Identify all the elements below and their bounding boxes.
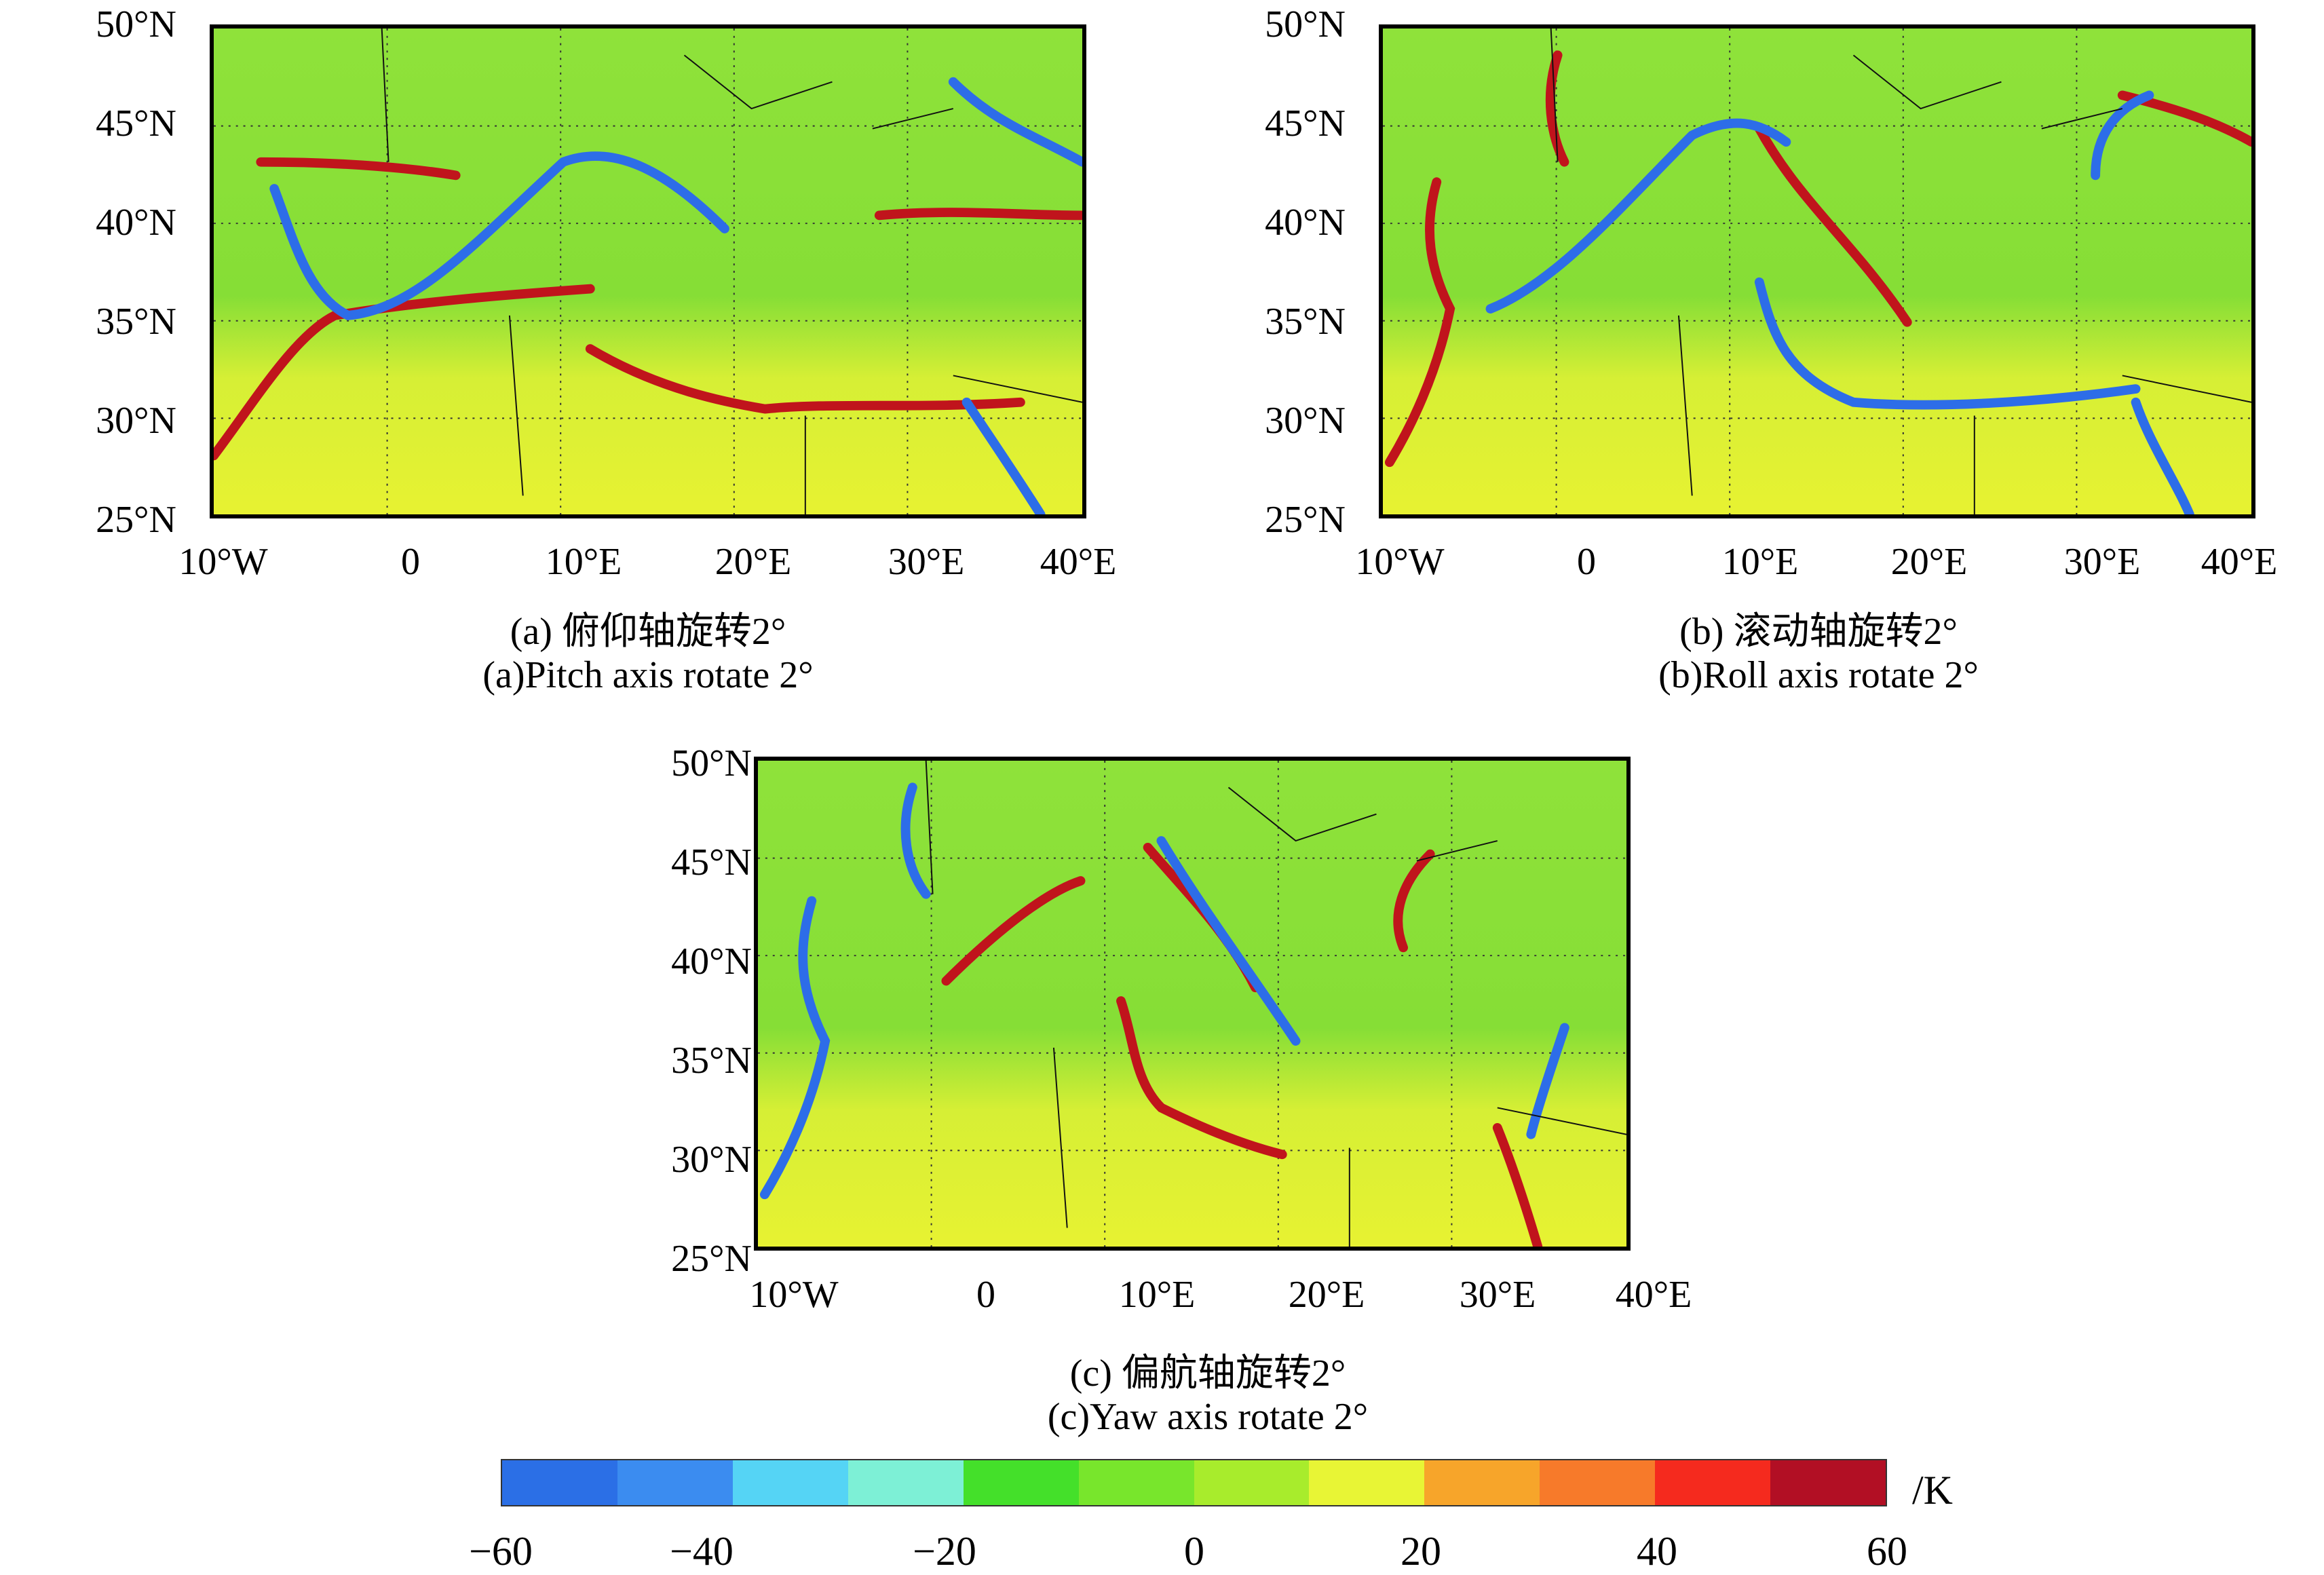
c-lon-30e: 30°E [1459,1274,1536,1316]
colorbar-seg-5 [963,1460,1079,1505]
caption-c-en: (c)Yaw axis rotate 2° [1047,1396,1369,1438]
b-lat-35: 35°N [1265,301,1346,343]
coast-hot-b2 [1545,50,1569,167]
c-lon-0: 0 [976,1274,995,1316]
b-lon-20e: 20°E [1890,541,1968,583]
colorbar-seg-10 [1540,1460,1656,1505]
coast-cold-a2 [948,77,1082,167]
gridlines-c [758,761,1626,1247]
caption-c-cn: (c) 偏航轴旋转2° [1069,1352,1346,1394]
c-lat-30: 30°N [671,1139,752,1181]
colorbar-tick-neg40: −40 [670,1529,734,1574]
coast-hot-b3 [1754,124,1912,327]
colorbar-tick-0: 0 [1184,1529,1204,1574]
a-lon-10w: 10°W [178,541,268,583]
colorbar-seg-9 [1424,1460,1540,1505]
c-lat-45: 45°N [671,841,752,884]
map-svg-b [1383,29,2251,514]
a-lon-20e: 20°E [715,541,792,583]
caption-a-en: (a)Pitch axis rotate 2° [482,654,814,696]
coast-cold-c3 [1156,836,1301,1046]
coast-hot-c5 [1492,1123,1543,1247]
c-lon-40e: 40°E [1615,1274,1692,1316]
a-lat-40: 40°N [96,202,176,244]
colorbar-seg-8 [1309,1460,1425,1505]
a-lon-40e: 40°E [1040,541,1117,583]
coast-hot-b1 [1384,177,1455,468]
colorbar [501,1459,1887,1506]
borders-c [925,761,1626,1247]
caption-a-cn: (a) 俯仰轴旋转2° [510,611,786,653]
a-lat-30: 30°N [96,400,176,442]
colorbar-seg-6 [1078,1460,1194,1505]
coast-hot-a4 [874,208,1082,221]
a-lon-0: 0 [401,541,420,583]
colorbar-seg-12 [1770,1460,1886,1505]
map-panel-b [1379,24,2255,518]
colorbar-seg-11 [1655,1460,1771,1505]
a-lat-35: 35°N [96,301,176,343]
coast-cold-c1 [759,896,831,1200]
colorbar-unit: /K [1912,1468,1953,1513]
b-lat-40: 40°N [1265,202,1346,244]
colorbar-tick-40: 40 [1637,1529,1677,1574]
caption-b-cn: (b) 滚动轴旋转2° [1679,611,1958,653]
c-lat-50: 50°N [671,742,752,784]
colorbar-seg-2 [617,1460,733,1505]
coast-hot-c3 [1116,996,1287,1160]
caption-b-en: (b)Roll axis rotate 2° [1658,654,1979,696]
colorbar-seg-1 [502,1460,617,1505]
coast-cold-a3 [961,397,1046,514]
b-lon-10w: 10°W [1355,541,1445,583]
coast-hot-c1 [941,876,1086,986]
coast-cold-b4 [2131,397,2194,514]
a-lat-50: 50°N [96,3,176,45]
gridlines-a [214,29,1082,514]
colorbar-tick-neg60: −60 [469,1529,533,1574]
coast-hot-a1 [256,157,461,181]
b-lat-25: 25°N [1265,499,1346,541]
b-lon-40e: 40°E [2201,541,2278,583]
coast-hot-a2 [214,284,595,461]
map-panel-a [210,24,1086,518]
c-lon-10w: 10°W [749,1274,839,1316]
borders-b [1550,29,2251,514]
colorbar-tick-neg20: −20 [913,1529,976,1574]
coast-cold-b3 [2091,90,2154,181]
c-lat-25: 25°N [671,1238,752,1280]
b-lon-30e: 30°E [2063,541,2141,583]
b-lon-0: 0 [1577,541,1596,583]
b-lat-45: 45°N [1265,102,1346,145]
map-panel-c [754,757,1631,1251]
coast-hot-a3 [585,344,1025,414]
c-lat-40: 40°N [671,941,752,983]
map-svg-a [214,29,1082,514]
c-lon-10e: 10°E [1118,1274,1196,1316]
colorbar-seg-3 [732,1460,848,1505]
b-lat-50: 50°N [1265,3,1346,45]
coast-cold-c4 [1526,1023,1569,1139]
coast-cold-c2 [900,782,931,899]
c-lat-35: 35°N [671,1040,752,1082]
b-lat-30: 30°N [1265,400,1346,442]
coast-cold-a1 [269,151,729,320]
colorbar-tick-60: 60 [1867,1529,1907,1574]
coast-cold-b2 [1754,277,2141,410]
map-svg-c [758,761,1626,1247]
gridlines-b [1383,29,2251,514]
coast-hot-c4 [1393,849,1435,953]
borders-a [381,29,1082,514]
a-lon-10e: 10°E [545,541,622,583]
c-lon-20e: 20°E [1288,1274,1365,1316]
colorbar-seg-4 [847,1460,964,1505]
a-lat-45: 45°N [96,102,176,145]
a-lat-25: 25°N [96,499,176,541]
a-lon-30e: 30°E [888,541,965,583]
colorbar-seg-7 [1194,1460,1310,1505]
colorbar-tick-20: 20 [1401,1529,1441,1574]
coast-cold-b1 [1485,118,1791,314]
b-lon-10e: 10°E [1721,541,1799,583]
